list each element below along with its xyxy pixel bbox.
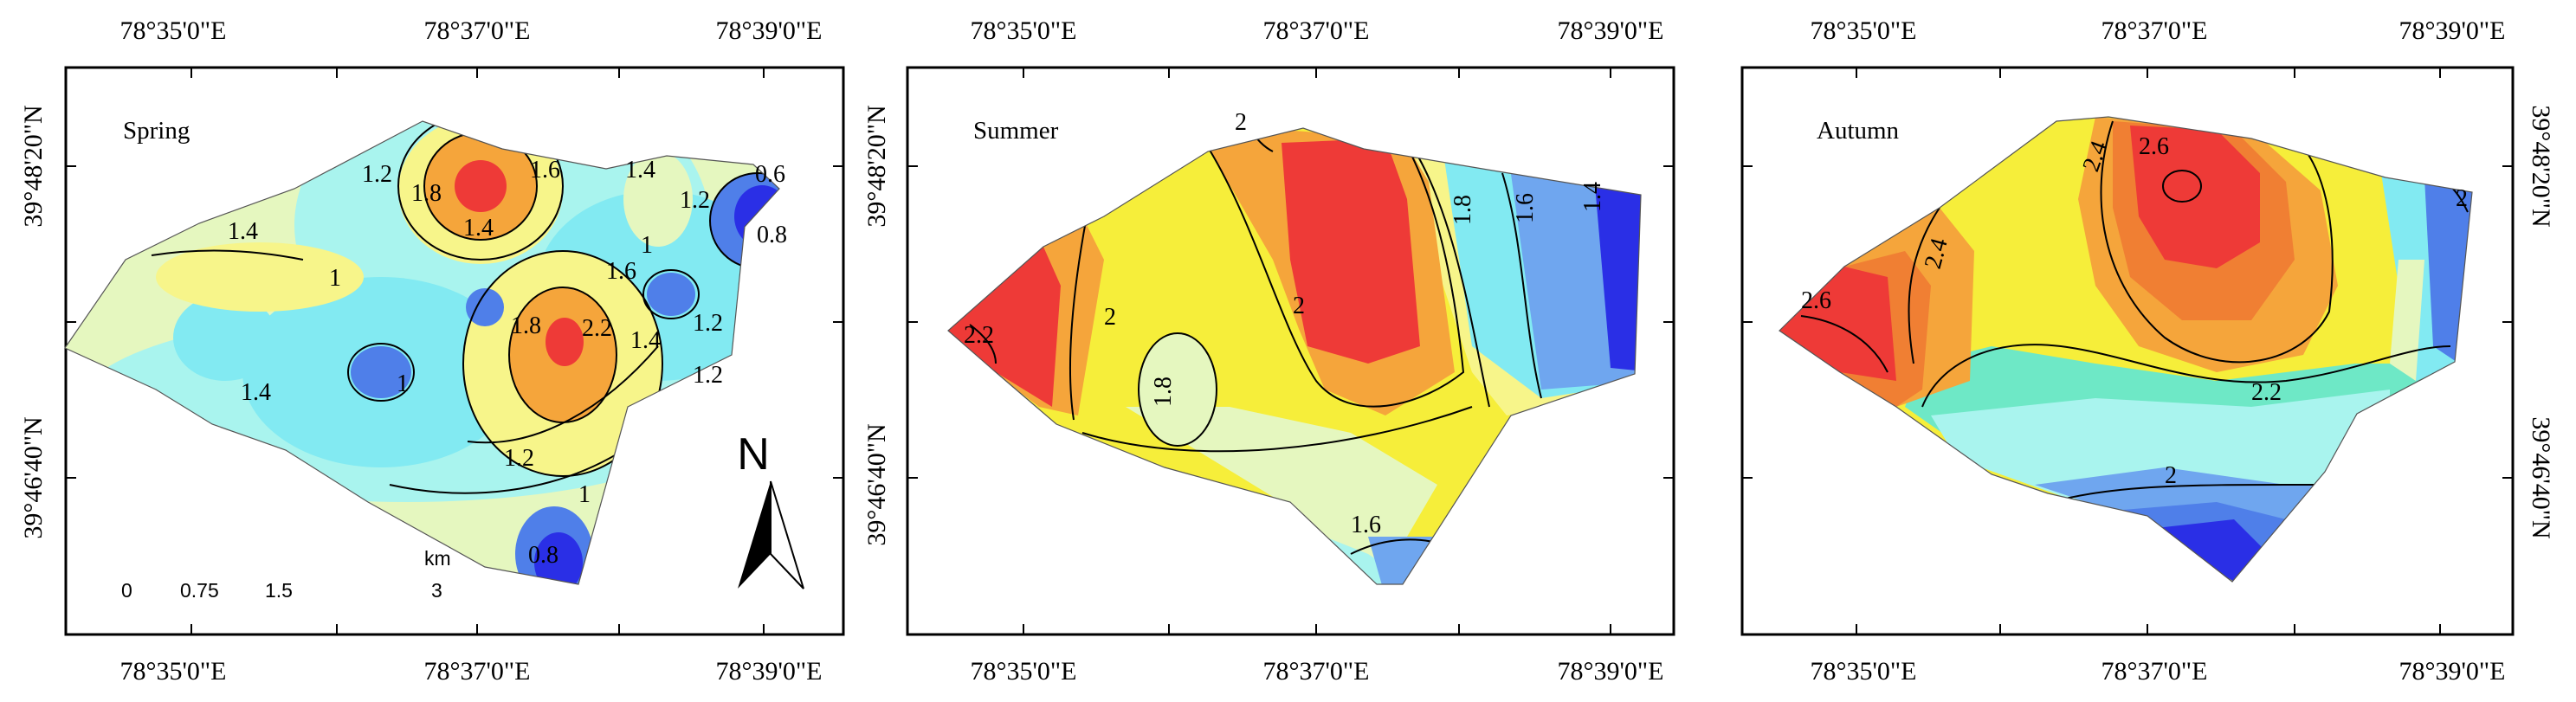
contour-label: 1.2 (693, 310, 723, 337)
lon-tick-label-bottom: 78°39'0"E (716, 657, 823, 686)
tick-marks (66, 68, 843, 634)
contour-label: 2.2 (582, 315, 612, 342)
contour-label: 2.6 (2139, 133, 2169, 160)
contour-label: 0.6 (755, 161, 785, 188)
lon-tick-label-bottom: 78°35'0"E (1811, 657, 1917, 686)
contour-label: 1.4 (625, 157, 655, 184)
lon-tick-label-top: 78°39'0"E (716, 16, 823, 45)
study-area-boundary (1779, 116, 2473, 583)
lon-tick-label-top: 78°39'0"E (2399, 16, 2506, 45)
north-arrow-label: N (737, 429, 770, 480)
lat-tick-label-left: 39°48'20"N (862, 105, 891, 227)
season-label: Summer (973, 117, 1059, 145)
lon-tick-label-bottom: 78°35'0"E (120, 657, 227, 686)
contour-labels: 2 2.2 2 1.8 2 1.8 1.6 1.4 1.6 (964, 109, 1606, 538)
lon-tick-label-top: 78°37'0"E (2101, 16, 2208, 45)
contour-label: 1.8 (411, 180, 442, 207)
contour-label: 2.6 (1801, 287, 1831, 314)
lat-tick-label-left: 39°48'20"N (19, 105, 48, 227)
contour-label: 2.2 (2251, 379, 2282, 406)
scale-bar-tick: 0.75 (180, 579, 219, 602)
contour-labels: 2.6 2.4 2.4 2.6 2.2 2 2 (1801, 133, 2468, 489)
lon-tick-label-top: 78°37'0"E (1263, 16, 1370, 45)
scale-bar-tick: 3 (431, 579, 442, 602)
lon-tick-label-bottom: 78°39'0"E (1558, 657, 1664, 686)
contour-label: 1.4 (241, 379, 271, 406)
lon-tick-label-bottom: 78°35'0"E (971, 657, 1077, 686)
contour-label: 1.8 (511, 312, 541, 339)
contour-label: 1.4 (228, 218, 258, 245)
season-label: Spring (123, 117, 190, 145)
contour-label: 1.4 (630, 327, 661, 354)
lon-tick-label-top: 78°37'0"E (424, 16, 531, 45)
lat-tick-label-right: 39°48'20"N (2527, 105, 2555, 227)
contour-label: 1.4 (463, 215, 494, 242)
panel-summer: 2 2.2 2 1.8 2 1.8 1.6 1.4 1.6 Summer 78°… (862, 16, 1675, 686)
contour-label: 1.8 (1150, 377, 1177, 407)
contour-label: 1 (578, 481, 591, 508)
contour-label: 1.6 (530, 157, 560, 184)
contour-label: 0.8 (757, 222, 787, 248)
contour-label: 1.2 (680, 187, 710, 214)
lon-tick-label-top: 78°39'0"E (1558, 16, 1664, 45)
contour-label: 2 (2456, 185, 2468, 212)
north-arrow-icon (738, 481, 771, 589)
contour-label: 1.6 (1351, 512, 1381, 538)
lat-tick-label-left: 39°46'40"N (19, 416, 48, 538)
contour-label: 1.2 (362, 161, 392, 188)
lon-tick-label-bottom: 78°37'0"E (424, 657, 531, 686)
contour-label: 1 (329, 265, 341, 292)
scale-bar: km 0 0.75 1.5 3 (121, 547, 451, 602)
panel-spring: 1.4 1.2 1.8 1.6 1.4 1.2 0.6 0.8 1.4 1.8 … (19, 16, 845, 686)
contour-label: 1.4 (1579, 182, 1606, 212)
contour-labels: 1.4 1.2 1.8 1.6 1.4 1.2 0.6 0.8 1.4 1.8 … (228, 157, 787, 569)
lat-tick-label-left: 39°46'40"N (862, 423, 891, 545)
lat-tick-label-right: 39°46'40"N (2527, 416, 2555, 538)
study-area-boundary (64, 120, 780, 585)
contour-label: 1.2 (693, 362, 723, 389)
contour-label: 2 (1235, 109, 1247, 136)
study-area-boundary (947, 127, 1642, 585)
contour-label: 1.2 (504, 445, 534, 472)
contour-label: 1 (641, 232, 653, 259)
contour-label: 2 (1293, 293, 1305, 319)
lon-tick-label-bottom: 78°39'0"E (2399, 657, 2506, 686)
contour-label: 1 (397, 370, 409, 397)
scale-bar-unit: km (424, 547, 451, 570)
scale-bar-tick: 0 (121, 579, 132, 602)
contour-label: 0.8 (528, 542, 558, 569)
contour-label: 1.6 (1512, 193, 1539, 223)
panel-autumn: 2.6 2.4 2.4 2.6 2.2 2 2 Autumn 78°35'0"E… (1740, 16, 2555, 686)
scale-bar-tick: 1.5 (265, 579, 293, 602)
lon-tick-label-top: 78°35'0"E (120, 16, 227, 45)
contour-label: 2 (1104, 304, 1116, 331)
tick-marks (1742, 68, 2513, 634)
contour-lines (969, 129, 1542, 555)
lon-tick-label-bottom: 78°37'0"E (1263, 657, 1370, 686)
lon-tick-label-top: 78°35'0"E (1811, 16, 1917, 45)
contour-label: 1.6 (606, 258, 636, 285)
contour-label: 1.8 (1449, 195, 1476, 225)
tick-marks (907, 68, 1674, 634)
contour-label: 2.2 (964, 322, 994, 349)
season-label: Autumn (1817, 117, 1900, 145)
lon-tick-label-bottom: 78°37'0"E (2101, 657, 2208, 686)
contour-label: 2 (2165, 462, 2177, 489)
north-arrow: N (737, 429, 804, 589)
lon-tick-label-top: 78°35'0"E (971, 16, 1077, 45)
